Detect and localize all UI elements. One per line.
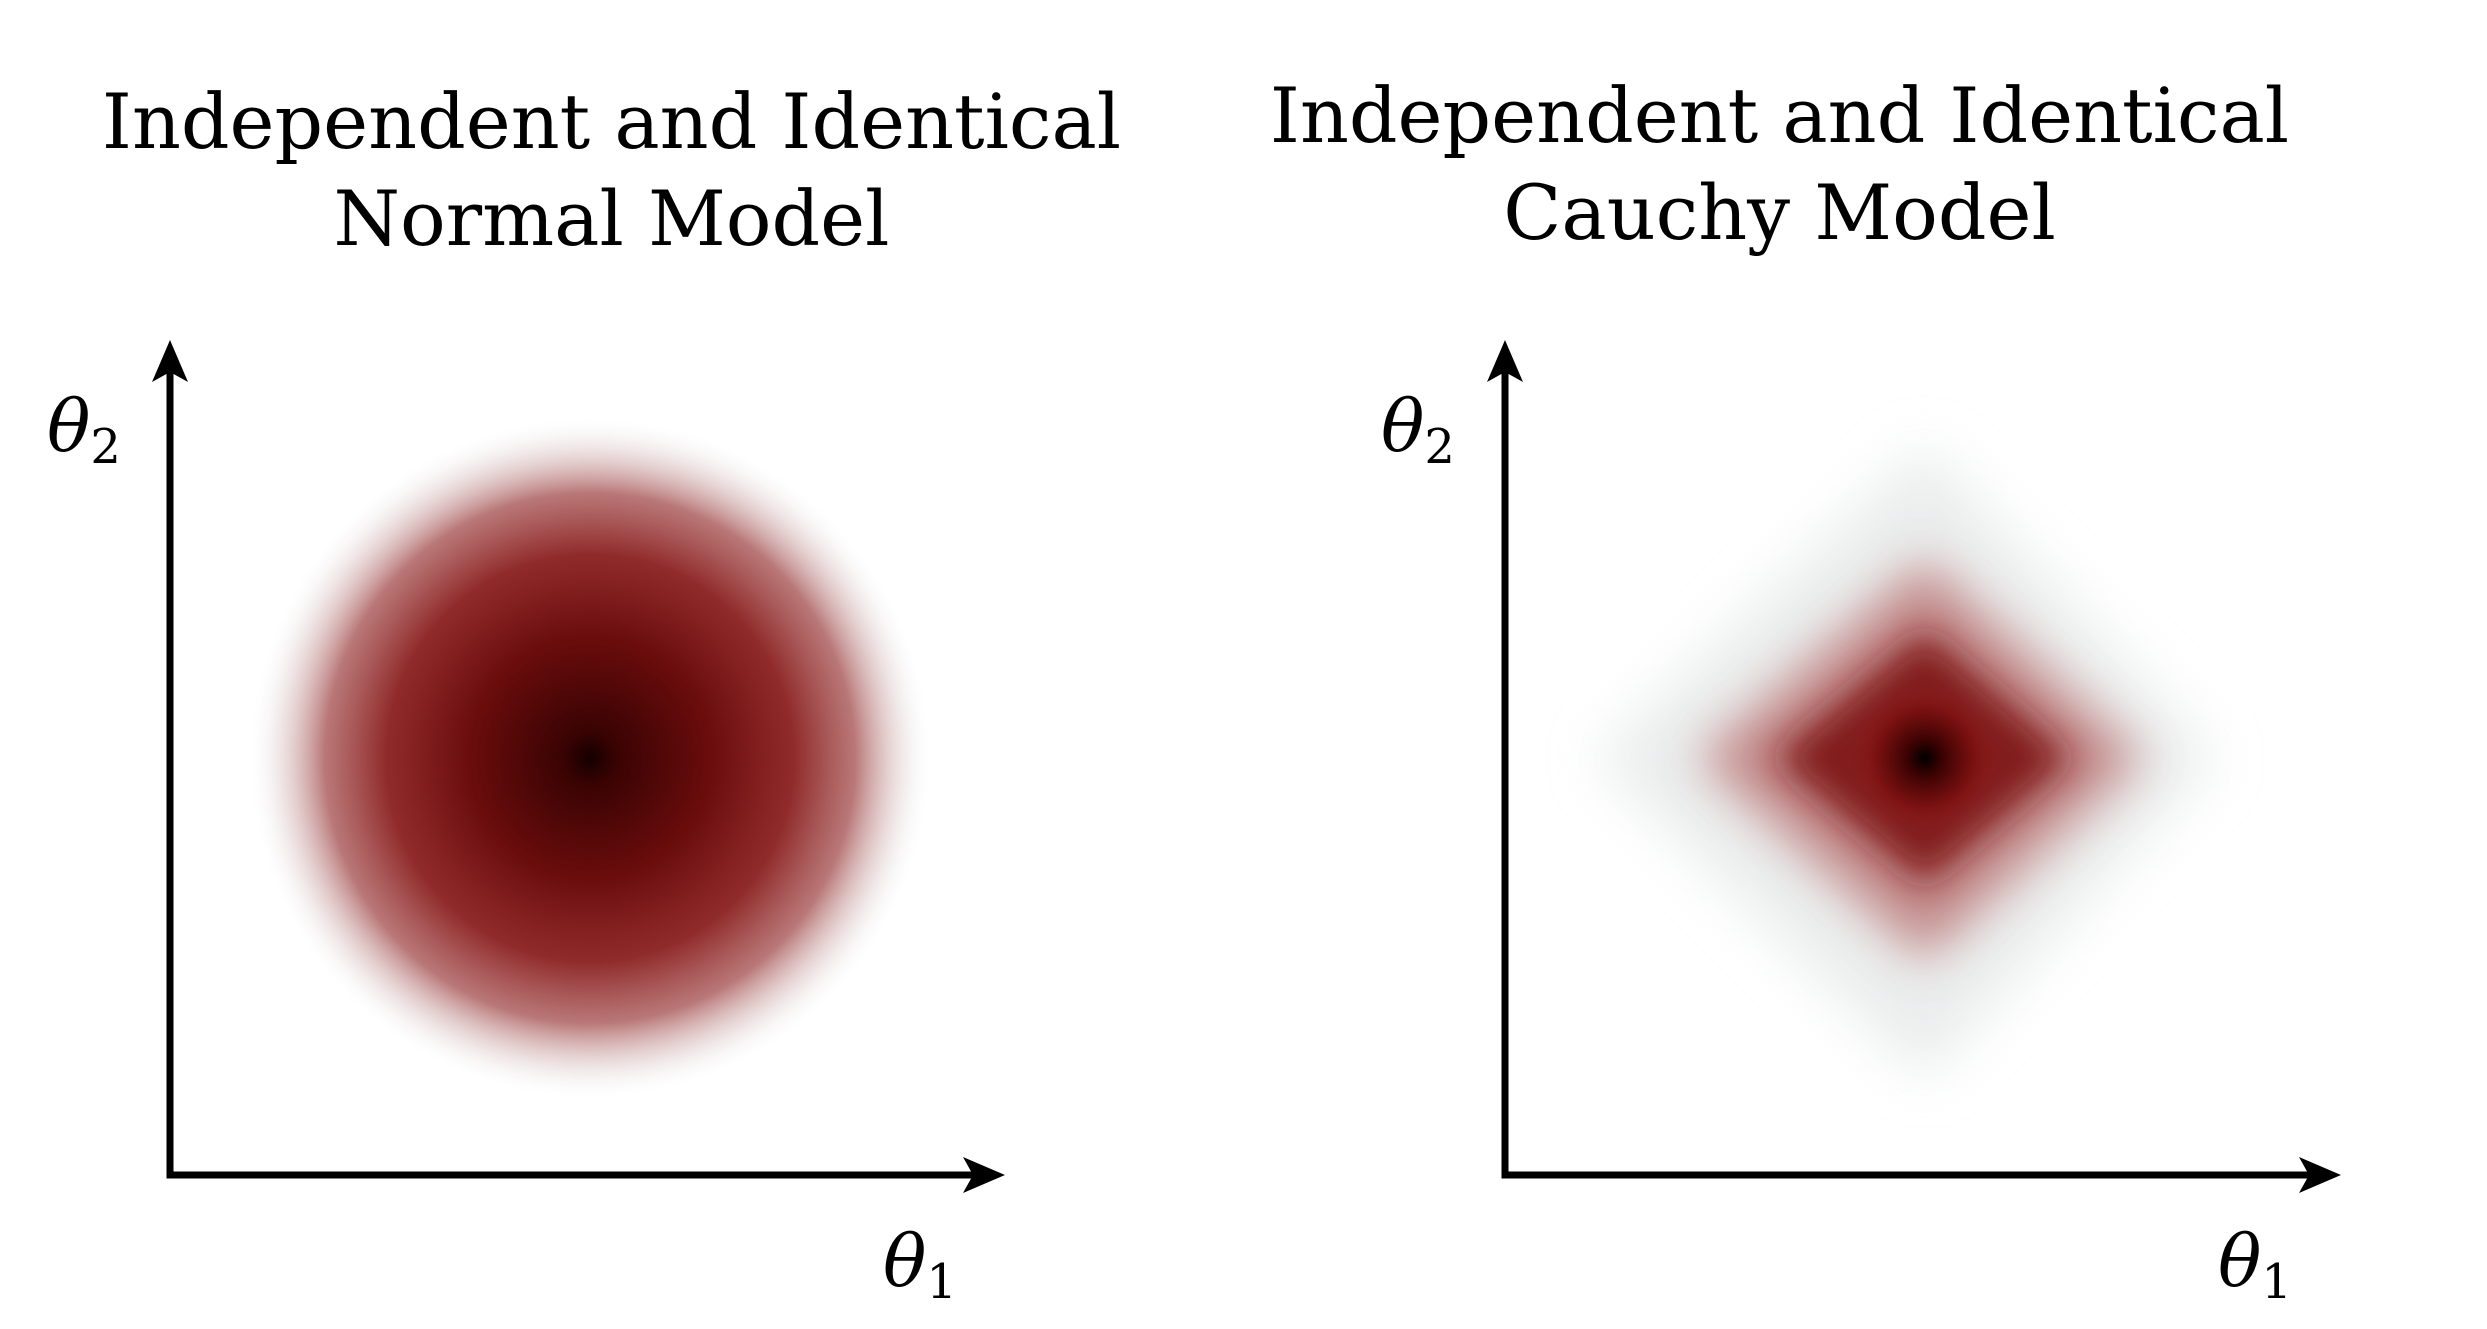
normal-x-axis-symbol: θ <box>883 1219 927 1303</box>
normal-x-axis-subscript: 1 <box>926 1254 957 1310</box>
normal-y-axis-subscript: 2 <box>90 419 121 475</box>
cauchy-panel-title: Independent and Identical Cauchy Model <box>1158 67 2401 261</box>
normal-model-panel: Independent and Identical Normal Model θ… <box>0 0 1243 1329</box>
normal-density-plot <box>152 340 1005 1193</box>
normal-x-axis-label: θ1 <box>883 1225 957 1318</box>
cauchy-x-axis-subscript: 1 <box>2261 1254 2292 1310</box>
normal-y-axis-arrowhead <box>152 340 188 382</box>
cauchy-density-plot <box>1487 340 2341 1193</box>
cauchy-y-axis-subscript: 2 <box>1424 419 1455 475</box>
cauchy-x-axis-arrowhead <box>2299 1157 2341 1193</box>
cauchy-y-axis-arrowhead <box>1487 340 1523 382</box>
cauchy-title-line-2: Cauchy Model <box>1503 168 2056 257</box>
cauchy-x-axis-label: θ1 <box>2218 1225 2292 1318</box>
cauchy-title-line-1: Independent and Identical <box>1269 71 2290 160</box>
cauchy-y-axis-symbol: θ <box>1381 384 1425 468</box>
cauchy-model-panel: Independent and Identical Cauchy Model <box>1243 0 2486 1329</box>
normal-density-region <box>250 418 930 1098</box>
normal-title-line-1: Independent and Identical <box>101 77 1122 166</box>
normal-x-axis-arrowhead <box>963 1157 1005 1193</box>
normal-panel-title: Independent and Identical Normal Model <box>0 73 1233 267</box>
normal-title-line-2: Normal Model <box>333 174 890 263</box>
cauchy-y-axis-label: θ2 <box>1381 390 1455 483</box>
normal-y-axis-symbol: θ <box>47 384 91 468</box>
cauchy-density-peak <box>1855 688 1995 828</box>
cauchy-x-axis-symbol: θ <box>2218 1219 2262 1303</box>
normal-y-axis-label: θ2 <box>47 390 121 483</box>
